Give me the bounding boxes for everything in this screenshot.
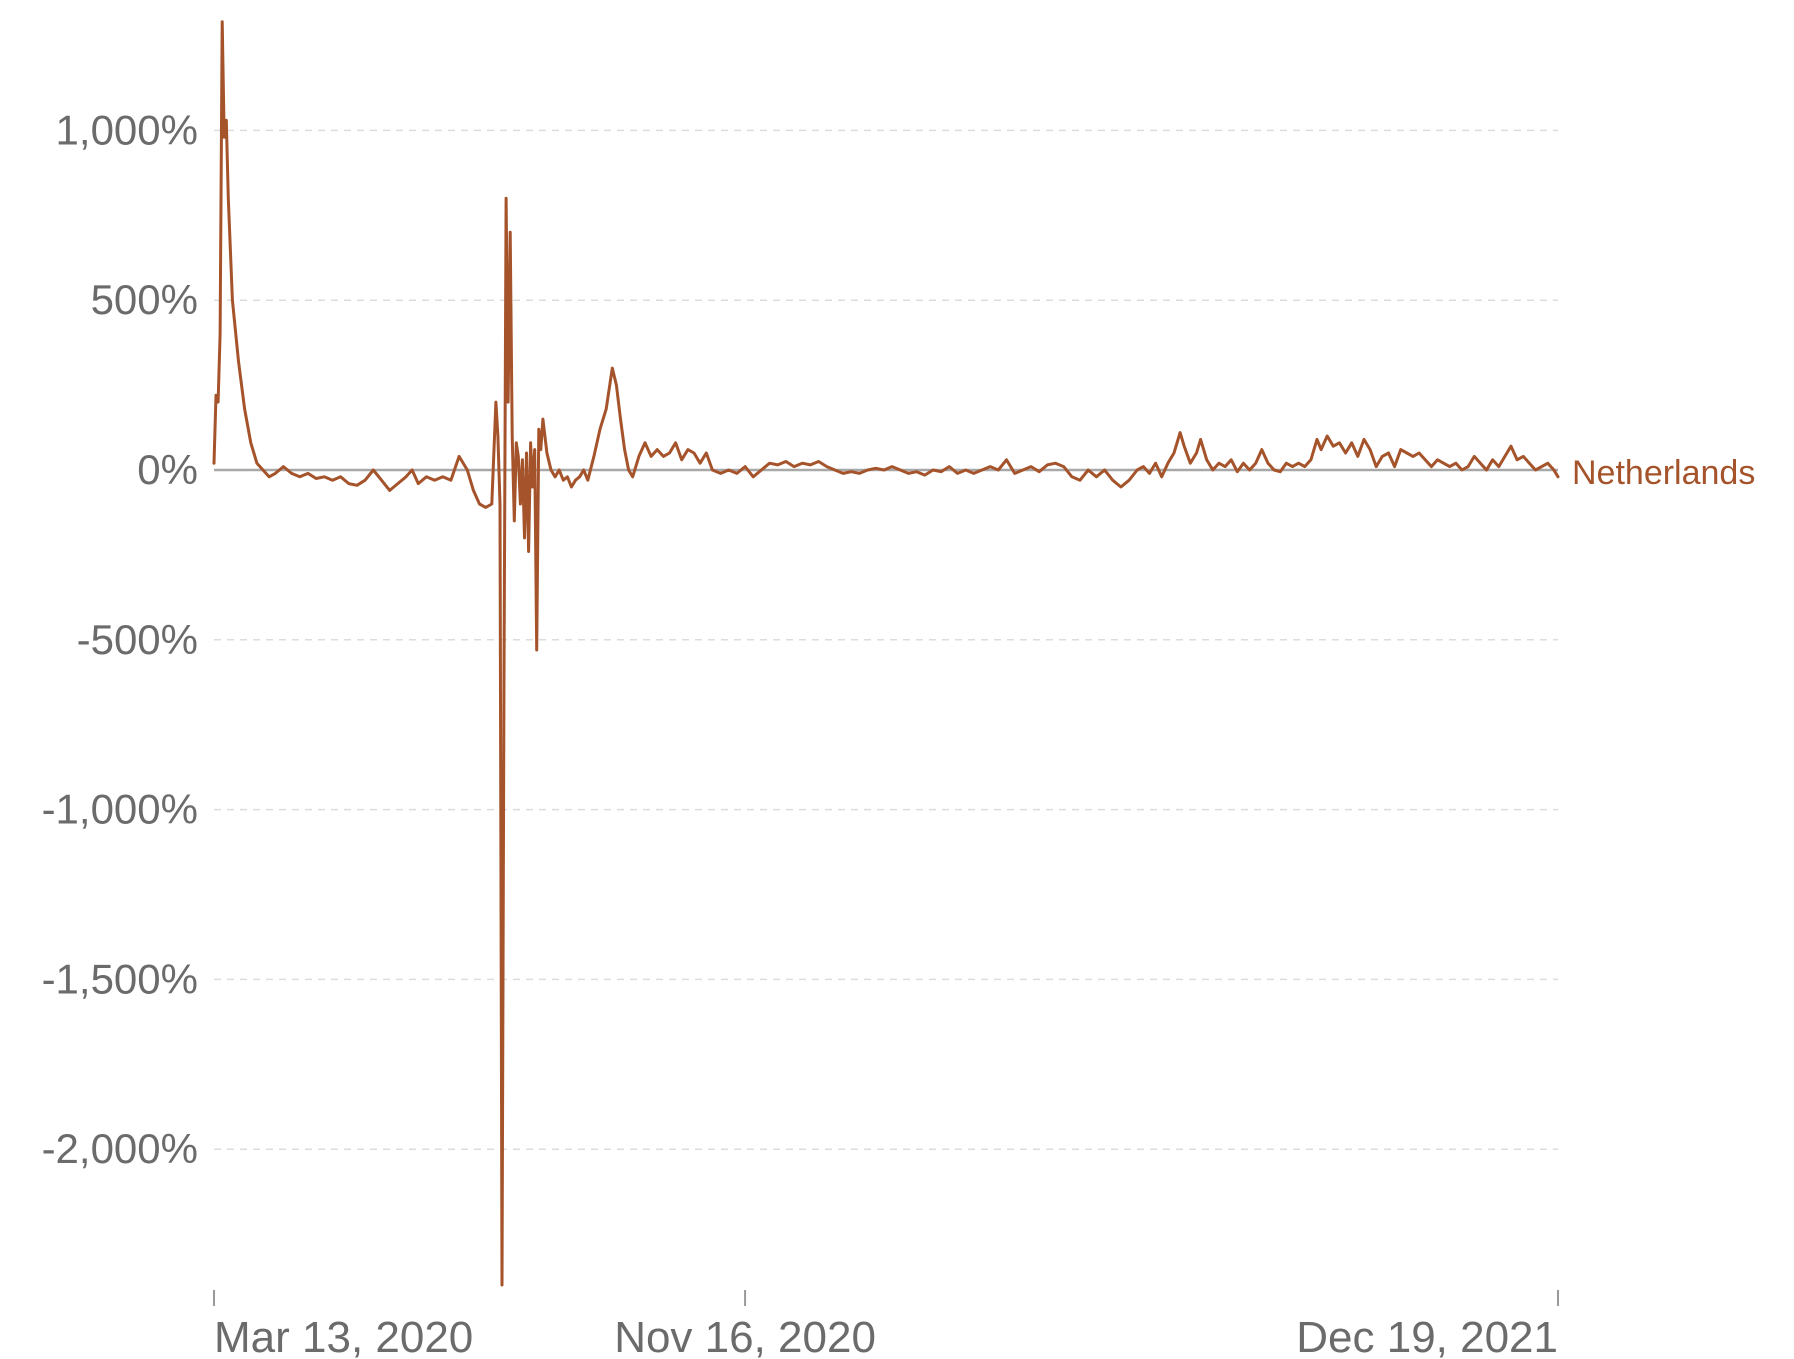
series-labels: Netherlands	[1572, 454, 1755, 492]
gridlines	[214, 129, 1558, 1150]
series-lines	[212, 20, 1560, 1287]
y-tick-label: -500%	[77, 616, 198, 663]
series-line-netherlands	[212, 20, 1560, 1287]
y-tick-label: 0%	[137, 446, 198, 493]
x-tick-label: Mar 13, 2020	[214, 1313, 473, 1359]
series-label: Netherlands	[1572, 454, 1755, 492]
y-tick-label: -1,000%	[42, 786, 198, 833]
y-tick-label: 500%	[91, 276, 198, 323]
x-axis: Mar 13, 2020 Nov 16, 2020 Dec 19, 2021	[213, 1290, 1559, 1359]
y-axis: 1,000% 500% 0% -500% -1,000% -1,500% -2,000%	[42, 106, 198, 1172]
y-tick-label: -1,500%	[42, 955, 198, 1002]
x-tick-label: Nov 16, 2020	[614, 1313, 876, 1359]
y-tick-label: 1,000%	[56, 106, 198, 153]
y-tick-label: -2,000%	[42, 1125, 198, 1172]
x-tick-label: Dec 19, 2021	[1296, 1313, 1558, 1359]
